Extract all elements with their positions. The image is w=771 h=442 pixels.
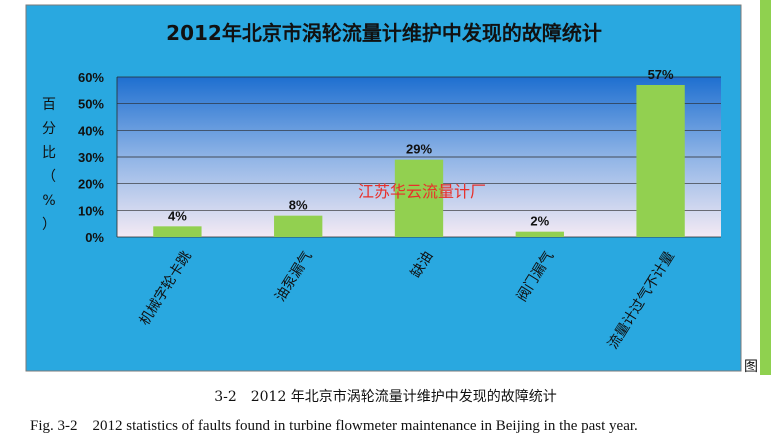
side-decoration: [760, 0, 771, 375]
y-tick-label: 60%: [78, 70, 104, 85]
data-label: 4%: [168, 208, 187, 223]
figure-mark: 图: [744, 359, 758, 375]
y-tick-labels: 0% 10% 20% 30% 40% 50% 60%: [78, 70, 104, 245]
bars: [153, 85, 685, 237]
watermark: 江苏华云流量计厂: [358, 182, 486, 201]
y-tick-label: 30%: [78, 150, 104, 165]
y-axis-label-char: 比: [42, 145, 56, 161]
data-label: 8%: [289, 198, 308, 213]
caption-chinese: 3-2 2012 年北京市涡轮流量计维护中发现的故障统计: [214, 389, 557, 405]
y-tick-label: 50%: [78, 97, 104, 112]
y-axis-label: 百分比 （% ）: [42, 97, 56, 233]
chart-title: 2012年北京市涡轮流量计维护中发现的故障统计: [166, 21, 602, 45]
data-labels: 4% 8% 29% 2% 57%: [168, 67, 674, 229]
y-axis-label-char: 分: [42, 121, 56, 137]
bar: [153, 226, 202, 237]
bar: [274, 215, 323, 237]
data-label: 57%: [648, 67, 674, 82]
data-label: 29%: [406, 142, 432, 157]
bar: [515, 231, 564, 237]
y-tick-label: 20%: [78, 177, 104, 192]
y-axis-label-char: 百: [42, 97, 56, 113]
y-tick-label: 40%: [78, 123, 104, 138]
bar: [394, 159, 444, 237]
y-axis-label-char: %: [42, 193, 55, 209]
bar: [636, 85, 685, 237]
y-axis-label-char: ）: [42, 217, 56, 233]
caption-english: Fig. 3-2 2012 statistics of faults found…: [30, 418, 638, 434]
y-tick-label: 0%: [85, 230, 104, 245]
y-tick-label: 10%: [78, 203, 104, 218]
data-label: 2%: [530, 214, 549, 229]
y-axis-label-char: （: [42, 169, 56, 185]
